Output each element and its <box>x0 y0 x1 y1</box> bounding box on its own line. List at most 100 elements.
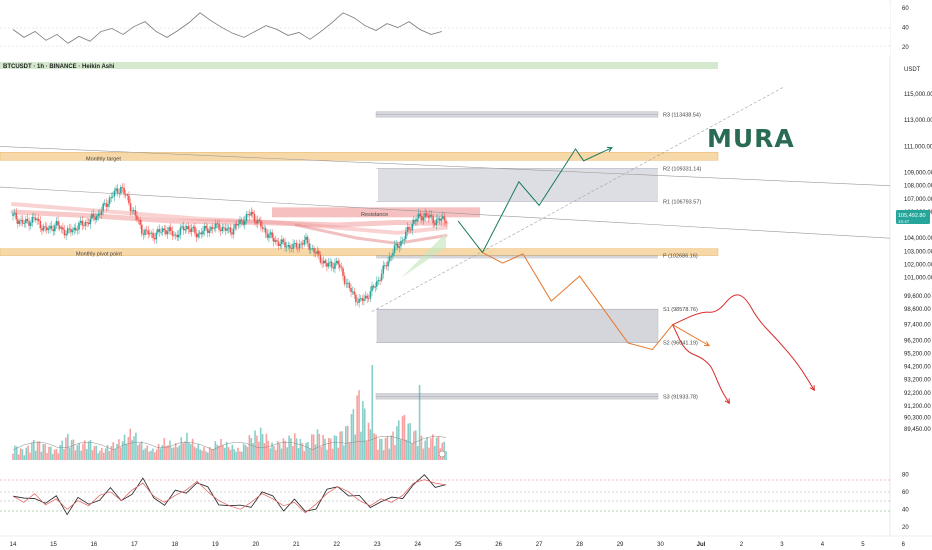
candle-body <box>160 231 162 233</box>
pivot-level-label: R2 (109331.14) <box>663 166 701 172</box>
candle-body <box>60 227 63 229</box>
volume-bar <box>220 438 222 460</box>
candle-body <box>424 213 426 218</box>
volume-bar <box>358 390 360 460</box>
candle-body <box>293 242 296 244</box>
volume-bar <box>51 454 54 460</box>
volume-bar <box>341 431 343 460</box>
price-tick-label: 109,000.00 <box>904 171 932 177</box>
candle-body <box>268 234 270 238</box>
volume-bar <box>189 443 192 460</box>
countdown: 15:47 <box>898 219 910 224</box>
volume-bar <box>216 444 219 460</box>
bullish-projection-arrowhead <box>606 146 613 153</box>
volume-bar <box>182 443 184 460</box>
candle-body <box>421 216 423 221</box>
volume-bar <box>250 438 253 460</box>
volume-bar <box>55 449 58 460</box>
price-axis[interactable] <box>890 0 932 550</box>
price-tick-label: 101,000.00 <box>904 275 932 281</box>
volume-settings-icon[interactable] <box>438 450 446 458</box>
volume-bar <box>403 414 406 460</box>
volume-bar <box>309 448 311 460</box>
band-label: Resistance <box>361 212 388 218</box>
volume-bar <box>205 451 207 460</box>
volume-bar <box>271 442 273 460</box>
volume-bar <box>206 452 209 460</box>
volume-bar <box>322 435 324 460</box>
candle-body <box>83 225 85 227</box>
price-tick-label: 107,000.00 <box>904 197 932 203</box>
time-axis[interactable]: 14 15 16 17 18 19 20 21 22 23 24 25 26 27 28 29 30 Jul 2 3 4… <box>10 542 906 548</box>
candle-body <box>210 226 212 231</box>
candle-body <box>329 261 331 263</box>
candle-body <box>95 216 98 220</box>
candle-body <box>190 228 193 232</box>
candle-body <box>377 280 380 282</box>
candle-body <box>206 228 209 233</box>
x-tick-label: 3 <box>780 542 784 548</box>
candle-body <box>71 230 74 233</box>
candle-body <box>57 221 59 226</box>
candle-body <box>13 212 16 214</box>
candle-body <box>395 243 397 246</box>
price-tick-label: 92,200.00 <box>904 391 931 397</box>
volume-bar <box>201 450 203 460</box>
candle-body <box>107 203 109 207</box>
volume-bar <box>348 442 351 460</box>
volume-bar <box>433 445 436 460</box>
volume-bar <box>295 438 298 460</box>
candle-body <box>113 190 116 197</box>
osc-tick-label: 40 <box>902 507 909 513</box>
volume-bar <box>106 445 109 460</box>
monthly-target-band <box>0 152 719 161</box>
volume-bar <box>318 433 321 460</box>
x-tick-label: 20 <box>252 542 259 548</box>
pivot-level-label: R3 (113438.54) <box>663 112 701 118</box>
bearish-projection <box>482 252 710 351</box>
volume-bar <box>174 443 177 460</box>
volume-bar <box>352 409 355 460</box>
top-oscillator <box>0 3 890 57</box>
candle-body <box>158 229 161 232</box>
candle-body <box>231 232 233 235</box>
volume-bar <box>246 446 249 460</box>
volume-bar <box>167 445 169 460</box>
candle-body <box>215 223 217 229</box>
volume-bar <box>233 449 236 460</box>
volume-bars <box>12 365 447 460</box>
volume-bar <box>297 447 300 460</box>
volume-bar <box>431 434 434 460</box>
candle-body <box>356 301 359 303</box>
volume-bar <box>169 440 171 460</box>
candle-body <box>334 263 336 269</box>
volume-bar <box>324 438 326 460</box>
candle-body <box>422 217 425 221</box>
header-band <box>0 62 718 69</box>
volume-bar <box>248 435 251 460</box>
candle-body <box>26 218 29 222</box>
volume-bar <box>227 447 230 460</box>
volume-bar <box>445 451 447 460</box>
x-tick-label: 6 <box>902 542 906 548</box>
volume-bar <box>218 445 220 460</box>
osc-tick-label: 20 <box>902 525 909 531</box>
volume-bar <box>310 434 313 460</box>
volume-bar <box>231 444 234 460</box>
candle-body <box>194 226 196 234</box>
price-tick-label: 104,000.00 <box>904 236 932 242</box>
x-tick-label: 5 <box>861 542 865 548</box>
candle-body <box>350 287 352 293</box>
candle-body <box>47 228 50 231</box>
price-tick-label: 96,200.00 <box>904 338 931 344</box>
candle-body <box>237 224 240 226</box>
volume-bar <box>301 443 304 460</box>
volume-bar <box>142 449 145 460</box>
candle-body <box>303 239 306 245</box>
volume-bar <box>386 436 389 460</box>
candle-body <box>137 219 140 221</box>
volume-bar <box>239 451 241 460</box>
candle-body <box>192 226 195 229</box>
volume-bar <box>241 451 243 460</box>
